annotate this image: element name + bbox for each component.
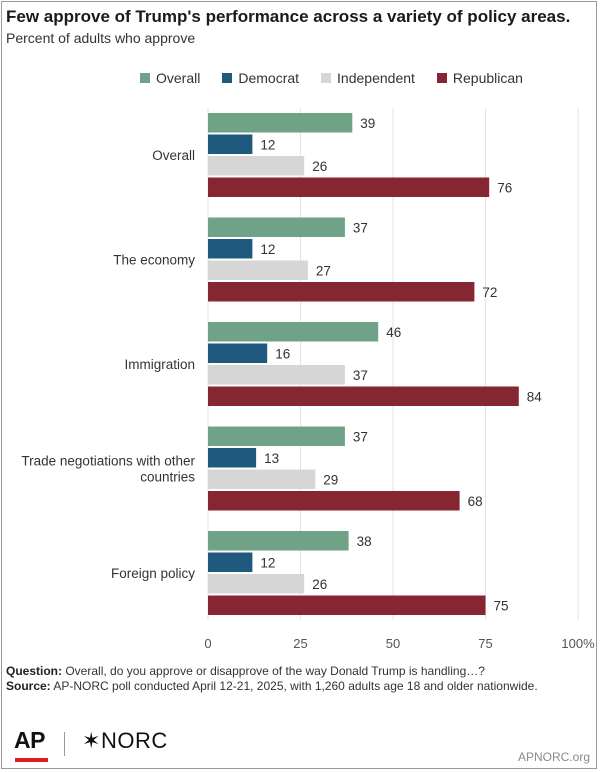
bar <box>208 260 308 280</box>
legend-label-overall: Overall <box>156 70 201 86</box>
legend-label-republican: Republican <box>452 70 523 86</box>
chart-subtitle: Percent of adults who approve <box>6 30 196 46</box>
norc-star-icon: ✶ <box>82 728 101 753</box>
bar <box>208 531 349 551</box>
norc-logo: ✶NORC <box>82 728 168 754</box>
x-tick-label: 0 <box>204 636 211 651</box>
x-tick-label: 100% <box>561 636 595 651</box>
x-tick-label: 50 <box>386 636 400 651</box>
bar <box>208 469 316 489</box>
bar <box>208 574 305 594</box>
question-note: Question: Overall, do you approve or dis… <box>6 664 586 679</box>
data-label: 76 <box>497 180 512 195</box>
data-label: 29 <box>323 472 338 487</box>
bar <box>208 282 475 302</box>
logo-divider <box>64 732 65 756</box>
category-label: The economy <box>113 253 195 268</box>
data-label: 12 <box>260 242 275 257</box>
legend-item-democrat: Democrat <box>222 70 299 86</box>
bar <box>208 491 460 511</box>
bar <box>208 343 268 363</box>
legend-item-overall: Overall <box>140 70 200 86</box>
bar <box>208 552 253 572</box>
legend-swatch-overall <box>140 73 150 83</box>
chart-title: Few approve of Trump's performance acros… <box>6 7 571 26</box>
chart-notes: Question: Overall, do you approve or dis… <box>6 664 586 694</box>
bar <box>208 113 353 133</box>
source-label: Source: <box>6 679 51 693</box>
category-label: Immigration <box>124 357 195 372</box>
question-text: Overall, do you approve or disapprove of… <box>65 664 485 678</box>
source-note: Source: AP-NORC poll conducted April 12-… <box>6 679 586 694</box>
data-label: 72 <box>482 285 497 300</box>
data-label: 37 <box>353 368 368 383</box>
data-label: 84 <box>527 389 543 404</box>
legend-swatch-democrat <box>222 73 233 83</box>
bar <box>208 426 345 446</box>
source-text: AP-NORC poll conducted April 12-21, 2025… <box>53 679 538 693</box>
data-label: 12 <box>260 137 275 152</box>
bar <box>208 448 257 468</box>
norc-logo-text: NORC <box>100 728 168 753</box>
data-label: 27 <box>316 263 331 278</box>
ap-logo-underline <box>15 758 48 762</box>
data-label: 68 <box>468 494 483 509</box>
bar <box>208 239 253 259</box>
data-label: 26 <box>312 577 327 592</box>
legend-item-independent: Independent <box>321 70 415 86</box>
legend: Overall Democrat Independent Republican <box>140 70 545 86</box>
legend-swatch-independent <box>321 73 332 83</box>
bar <box>208 322 379 342</box>
x-tick-label: 75 <box>478 636 492 651</box>
legend-label-democrat: Democrat <box>238 70 300 86</box>
data-label: 26 <box>312 159 327 174</box>
data-label: 37 <box>353 220 368 235</box>
bar <box>208 177 490 197</box>
x-tick-label: 25 <box>293 636 307 651</box>
data-label: 46 <box>386 325 401 340</box>
data-label: 75 <box>494 598 509 613</box>
bar <box>208 595 486 615</box>
category-label: countries <box>140 470 195 485</box>
legend-label-independent: Independent <box>337 70 415 86</box>
category-label: Overall <box>152 148 195 163</box>
bar <box>208 156 305 176</box>
site-link: APNORC.org <box>517 750 590 764</box>
category-label: Trade negotiations with other <box>21 454 195 469</box>
legend-item-republican: Republican <box>436 70 523 86</box>
bar <box>208 134 253 154</box>
data-label: 12 <box>260 555 275 570</box>
data-label: 38 <box>357 534 372 549</box>
legend-swatch-republican <box>436 73 447 83</box>
bar <box>208 217 345 237</box>
data-label: 13 <box>264 451 279 466</box>
data-label: 37 <box>353 429 368 444</box>
data-label: 39 <box>360 116 375 131</box>
bar <box>208 386 519 406</box>
bar-chart: 0 25 50 75 100% Overall 39 12 26 76 The economy 37 1… <box>21 108 595 651</box>
question-label: Question: <box>6 664 62 678</box>
data-label: 16 <box>275 346 290 361</box>
bar <box>208 365 345 385</box>
ap-logo: AP <box>14 727 45 753</box>
category-label: Foreign policy <box>111 566 195 581</box>
